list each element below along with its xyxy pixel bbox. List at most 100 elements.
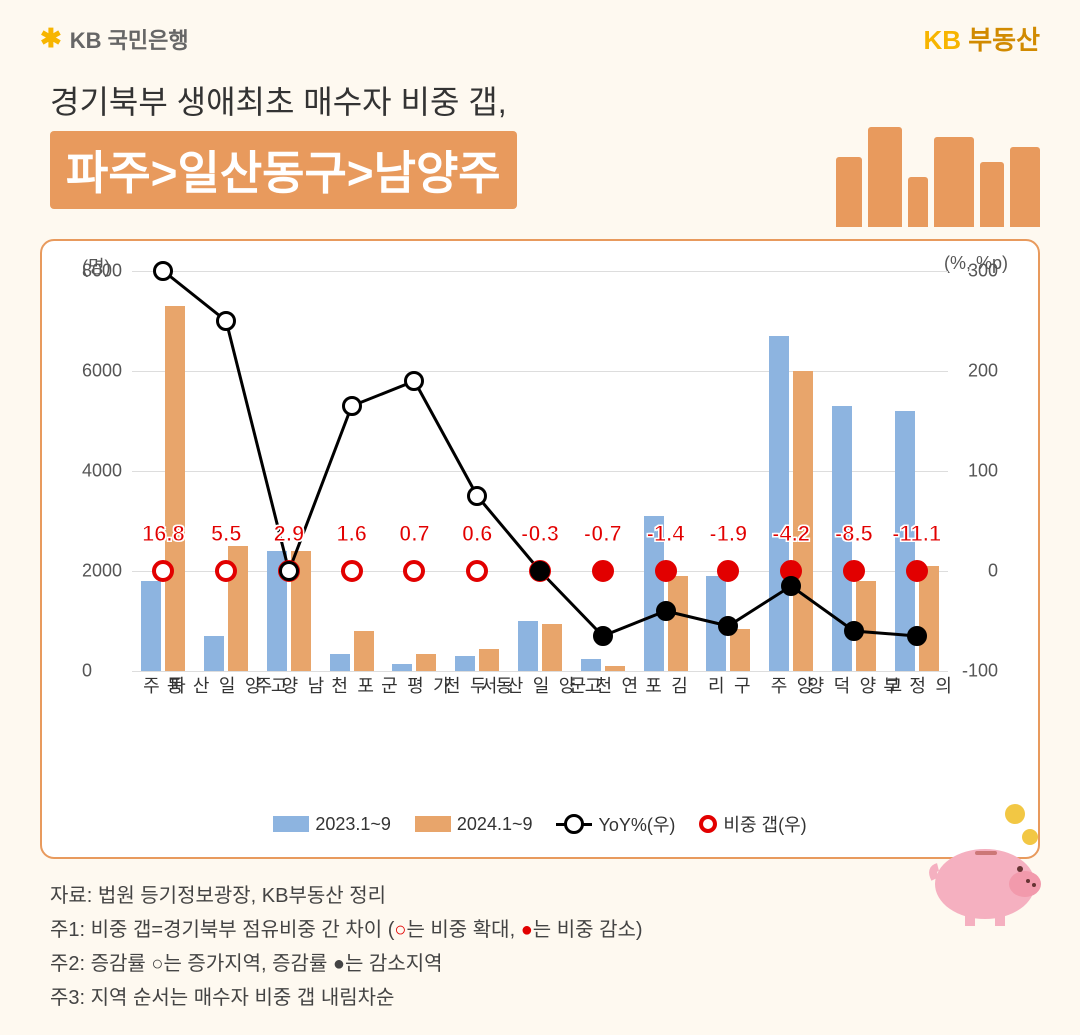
gap-value-label: -4.2: [772, 521, 810, 547]
gap-marker: [152, 560, 174, 582]
buildings-decoration: [836, 127, 1040, 227]
bar-2024: [668, 576, 688, 671]
logo-kb-bank: ✱ KB 국민은행: [40, 23, 189, 55]
star-icon: ✱: [40, 23, 62, 54]
gap-value-label: -11.1: [892, 521, 941, 547]
legend-box-2024: [415, 816, 451, 832]
gap-value-label: -0.3: [521, 521, 559, 547]
y-right-tick: -100: [962, 661, 998, 682]
legend-line-icon: [556, 823, 592, 826]
title-line1: 경기북부 생애최초 매수자 비중 갭,: [50, 77, 1030, 123]
gap-value-label: 0.6: [462, 521, 493, 547]
bar-2023: [330, 654, 350, 672]
legend-2024-label: 2024.1~9: [457, 814, 533, 835]
x-axis-label: 의정부: [878, 676, 956, 696]
y-left-tick: 0: [82, 661, 92, 682]
gap-marker: [655, 560, 677, 582]
yoy-marker: [718, 616, 738, 636]
bar-2024: [165, 306, 185, 671]
bar-2024: [479, 649, 499, 672]
x-axis-label: 김포: [640, 676, 692, 696]
yoy-marker: [216, 311, 236, 331]
piggy-bank-icon: [910, 789, 1050, 929]
gap-value-label: 1.6: [336, 521, 367, 547]
gap-value-label: 0.7: [399, 521, 430, 547]
x-axis-label: 포천: [326, 676, 378, 696]
note-1: 주1: 비중 갭=경기북부 점유비중 간 차이 (○는 비중 확대, ●는 비중…: [50, 913, 1030, 947]
legend-2023: 2023.1~9: [273, 814, 391, 835]
bar-2023: [455, 656, 475, 671]
yoy-marker: [844, 621, 864, 641]
legend-2023-label: 2023.1~9: [315, 814, 391, 835]
y-left-tick: 8000: [82, 261, 122, 282]
yoy-marker: [342, 396, 362, 416]
gap-value-label: -0.7: [584, 521, 622, 547]
gap-marker: [466, 560, 488, 582]
y-right-tick: 200: [968, 361, 998, 382]
yoy-marker: [781, 576, 801, 596]
legend-box-2023: [273, 816, 309, 832]
y-left-tick: 4000: [82, 461, 122, 482]
yoy-marker: [467, 486, 487, 506]
x-axis-label: 구리: [702, 676, 754, 696]
x-axis-label: 남양주: [250, 676, 328, 696]
gap-value-label: 5.5: [211, 521, 242, 547]
gap-value-label: -8.5: [835, 521, 873, 547]
legend-gap-label: 비중 갭(우): [723, 811, 806, 837]
hollow-red-circle-icon: ○: [394, 919, 406, 941]
filled-red-circle-icon: ●: [521, 919, 533, 941]
yoy-marker: [656, 601, 676, 621]
y-right-tick: 100: [968, 461, 998, 482]
bar-2023: [392, 664, 412, 672]
y-right-tick: 300: [968, 261, 998, 282]
yoy-marker: [530, 561, 550, 581]
yoy-marker: [153, 261, 173, 281]
yoy-marker: [404, 371, 424, 391]
chart-legend: 2023.1~9 2024.1~9 YoY%(우) 비중 갭(우): [72, 811, 1008, 837]
gap-marker: [906, 560, 928, 582]
legend-2024: 2024.1~9: [415, 814, 533, 835]
bar-2023: [518, 621, 538, 671]
legend-gap: 비중 갭(우): [699, 811, 806, 837]
chart-card: (명) (%, %p) 02000400060008000-1000100200…: [40, 239, 1040, 859]
gap-marker: [843, 560, 865, 582]
yoy-marker: [593, 626, 613, 646]
bar-2024: [542, 624, 562, 672]
gap-marker: [403, 560, 425, 582]
x-axis-label: 연천군: [564, 676, 642, 696]
bar-2023: [204, 636, 224, 671]
bar-2023: [581, 659, 601, 672]
legend-yoy: YoY%(우): [556, 811, 675, 837]
note-2: 주2: 증감률 ○는 증가지역, 증감률 ●는 감소지역: [50, 947, 1030, 981]
logo-right-re: 부동산: [961, 25, 1040, 55]
bar-2023: [769, 336, 789, 671]
gap-marker: [717, 560, 739, 582]
legend-yoy-label: YoY%(우): [598, 811, 675, 837]
gap-value-label: -1.4: [647, 521, 685, 547]
bar-2024: [416, 654, 436, 672]
y-left-tick: 2000: [82, 561, 122, 582]
bar-2024: [605, 666, 625, 671]
note-3: 주3: 지역 순서는 매수자 비중 갭 내림차순: [50, 981, 1030, 1015]
yoy-marker: [279, 561, 299, 581]
gap-marker: [341, 560, 363, 582]
yoy-marker: [907, 626, 927, 646]
gap-marker: [215, 560, 237, 582]
title-line2: 파주>일산동구>남양주: [50, 131, 517, 209]
bar-2024: [919, 566, 939, 671]
bar-2023: [141, 581, 161, 671]
y-left-tick: 6000: [82, 361, 122, 382]
legend-circle-icon: [699, 815, 717, 833]
logo-kb-realestate: KB 부동산: [923, 20, 1040, 57]
bar-2024: [730, 629, 750, 672]
y-right-tick: 0: [988, 561, 998, 582]
chart-area: (명) (%, %p) 02000400060008000-1000100200…: [132, 271, 948, 671]
note-source: 자료: 법원 등기정보광장, KB부동산 정리: [50, 879, 1030, 913]
gap-value-label: 16.8: [142, 521, 185, 547]
gap-value-label: 2.9: [274, 521, 305, 547]
gap-value-label: -1.9: [709, 521, 747, 547]
gap-marker: [592, 560, 614, 582]
logo-left-text: KB 국민은행: [70, 23, 189, 55]
bar-2024: [354, 631, 374, 671]
logo-right-kb: KB: [923, 25, 961, 55]
